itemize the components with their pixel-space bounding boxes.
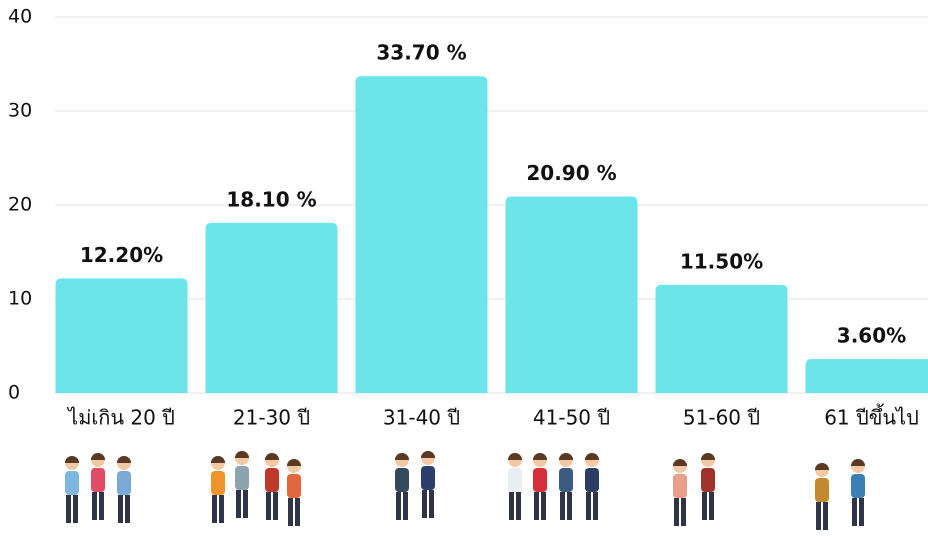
illustrations xyxy=(65,451,865,530)
y-tick-label: 20 xyxy=(8,194,32,216)
y-tick-label: 40 xyxy=(8,6,32,28)
x-tick-label: 51-60 ปี xyxy=(683,406,760,430)
y-tick-label: 30 xyxy=(8,100,32,122)
bar xyxy=(656,285,788,393)
value-label: 33.70 % xyxy=(376,41,466,65)
x-tick-label: 41-50 ปี xyxy=(533,406,610,430)
bar xyxy=(56,278,188,393)
x-tick-label: 61 ปีขึ้นไป xyxy=(824,404,919,430)
value-label: 12.20% xyxy=(80,243,163,267)
bar xyxy=(506,197,638,393)
bar xyxy=(806,359,928,393)
value-label: 20.90 % xyxy=(526,161,616,185)
x-tick-label: 31-40 ปี xyxy=(383,406,460,430)
value-label: 18.10 % xyxy=(226,187,316,211)
chart: 0 10 20 30 40 ไม่เกิน 20 ปี 12.20% 21-30 ปี 18.1… xyxy=(0,0,928,543)
value-label: 11.50% xyxy=(680,249,763,273)
x-tick-label: ไม่เกิน 20 ปี xyxy=(66,406,175,430)
bar xyxy=(206,223,338,393)
bar xyxy=(356,76,488,393)
x-tick-label: 21-30 ปี xyxy=(233,406,310,430)
y-tick-label: 0 xyxy=(8,382,20,404)
value-label: 3.60% xyxy=(837,324,906,348)
y-tick-label: 10 xyxy=(8,288,32,310)
